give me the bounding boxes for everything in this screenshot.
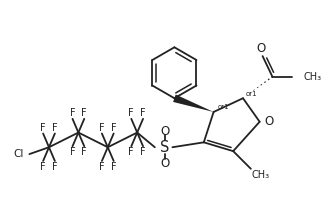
Text: F: F [40,162,46,172]
Text: F: F [140,147,146,157]
Text: or1: or1 [246,91,258,97]
Text: CH₃: CH₃ [252,170,270,180]
Text: F: F [111,123,116,133]
Text: F: F [111,162,116,172]
Text: F: F [129,147,134,157]
Text: S: S [160,140,169,155]
Text: O: O [160,125,169,138]
Text: F: F [52,123,58,133]
Text: F: F [99,123,105,133]
Text: F: F [70,108,75,118]
Text: O: O [265,115,274,128]
Text: O: O [160,157,169,170]
Polygon shape [173,95,214,112]
Text: F: F [52,162,58,172]
Text: or1: or1 [217,104,229,110]
Text: F: F [129,108,134,118]
Text: CH₃: CH₃ [304,72,322,82]
Text: O: O [256,42,265,55]
Text: F: F [99,162,105,172]
Text: F: F [81,147,87,157]
Text: F: F [140,108,146,118]
Text: F: F [40,123,46,133]
Text: F: F [70,147,75,157]
Text: Cl: Cl [13,149,24,159]
Text: F: F [81,108,87,118]
